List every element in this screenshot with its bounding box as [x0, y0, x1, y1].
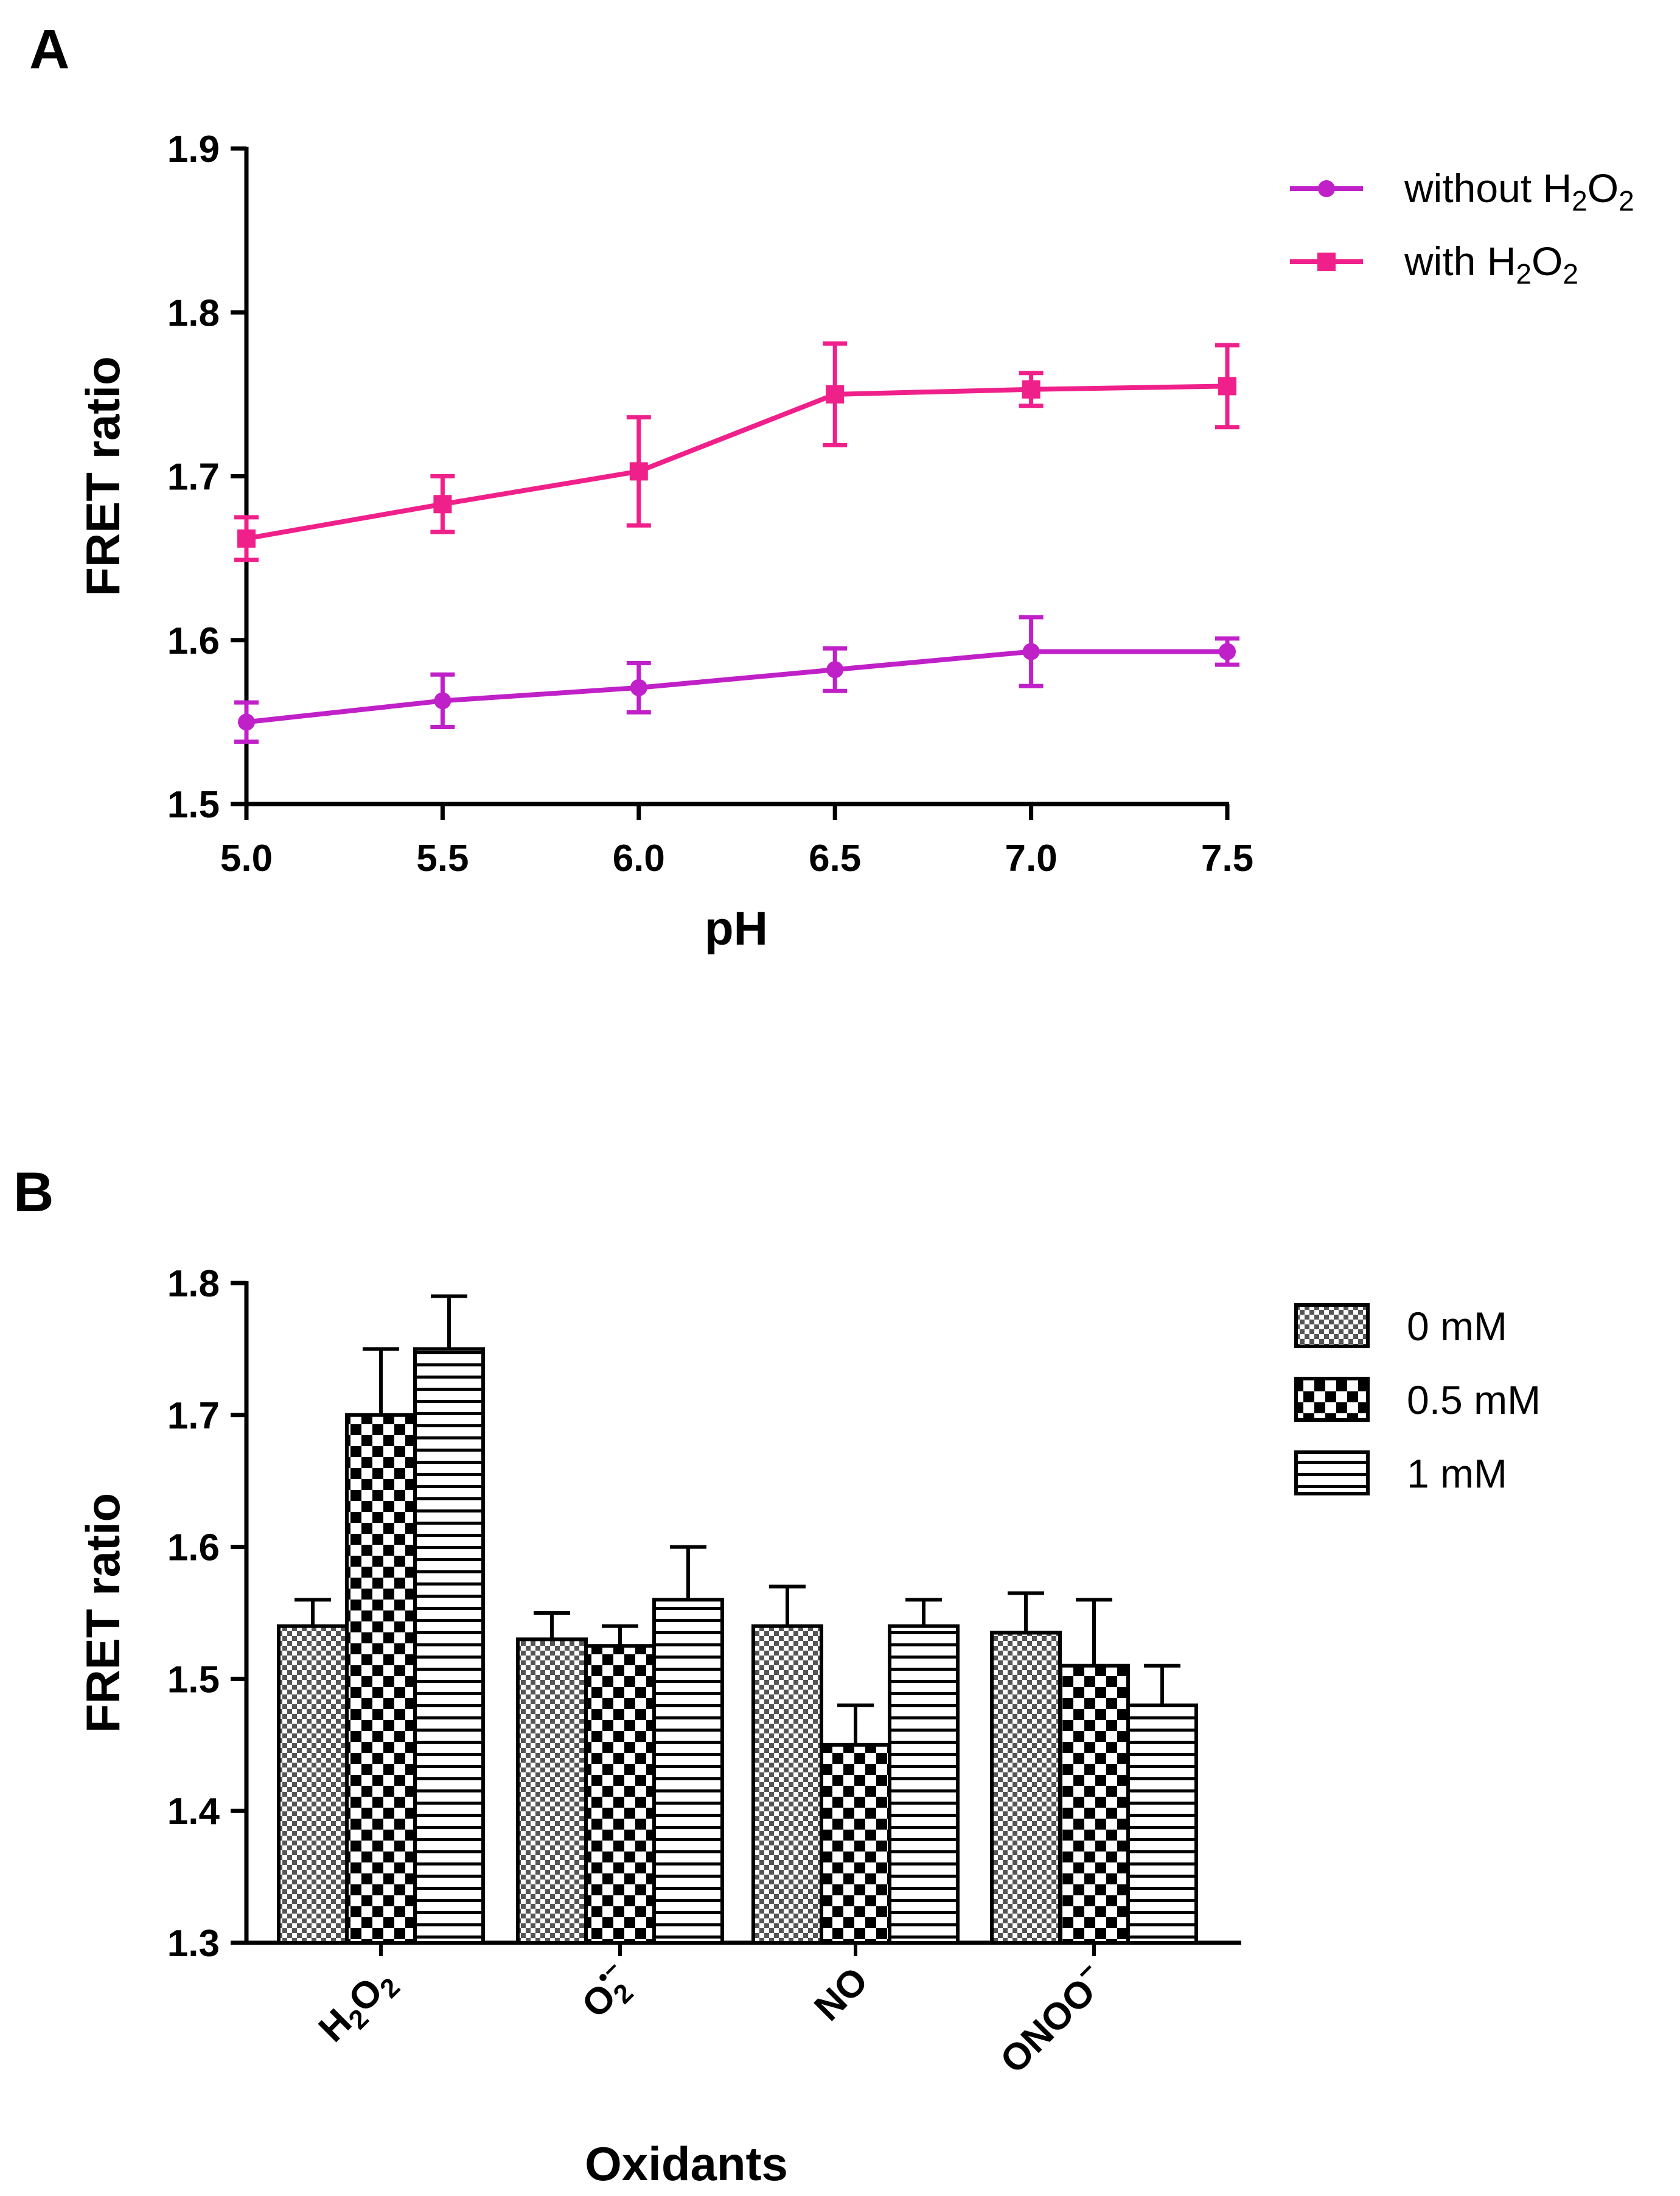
y-tick-label: 1.9	[167, 128, 220, 170]
y-tick-label: 1.8	[167, 292, 220, 334]
y-tick-label: 1.5	[167, 784, 220, 826]
legend-item-3: 1 mM	[1294, 1450, 1507, 1496]
legend-label: 1 mM	[1407, 1451, 1507, 1496]
panel-a: A 1.5 1.6 1.7 1.8 1.9 5.0 5.5 6.0 6.5 7.0 7.5 pH FRET…	[29, 18, 1634, 955]
legend-item-2: with H2O2	[1290, 239, 1578, 290]
bar	[1126, 1703, 1198, 1945]
y-tick-label: 1.3	[167, 1923, 220, 1965]
bar	[345, 1413, 417, 1945]
y-tick-label: 1.7	[167, 456, 220, 498]
panel-letter-b: B	[13, 1161, 54, 1223]
bar	[652, 1598, 724, 1945]
y-tick-label: 1.6	[167, 1527, 220, 1569]
x-tick-label: 6.0	[613, 837, 665, 879]
series-2	[234, 341, 1239, 562]
data-point	[1022, 380, 1040, 399]
legend-item-2: 0.5 mM	[1294, 1377, 1541, 1422]
x-tick-label: H2O2	[311, 1959, 406, 2054]
data-point	[434, 692, 451, 710]
data-point	[237, 529, 256, 548]
x-axis-title: pH	[705, 901, 768, 955]
legend-item-1: without H2O2	[1290, 166, 1634, 217]
legend-label: with H2O2	[1404, 239, 1578, 290]
series-line	[246, 383, 1228, 541]
data-point	[1219, 643, 1236, 660]
x-axis-title: Oxidants	[585, 2137, 788, 2191]
legend-label: without H2O2	[1404, 166, 1634, 217]
panel-letter-a: A	[29, 18, 69, 80]
bar	[277, 1624, 349, 1945]
bar	[751, 1624, 823, 1945]
y-tick-label: 1.4	[167, 1791, 220, 1833]
series-line	[246, 649, 1227, 725]
data-point	[826, 385, 845, 404]
x-tick-label: 7.0	[1005, 837, 1057, 879]
data-point	[1218, 377, 1236, 396]
x-tick-label: NO	[806, 1959, 876, 2029]
legend-label: 0 mM	[1407, 1304, 1507, 1349]
legend-swatch	[1294, 1303, 1370, 1348]
data-point	[238, 713, 255, 731]
bar	[990, 1631, 1062, 1945]
legend-swatch	[1294, 1377, 1370, 1422]
y-axis-title: FRET ratio	[76, 1493, 130, 1733]
data-point	[629, 462, 648, 481]
bar	[516, 1637, 588, 1945]
bar	[888, 1624, 960, 1945]
legend-marker	[1318, 180, 1335, 197]
x-tick-label: O2•−	[570, 1955, 645, 2030]
y-tick-label: 1.6	[167, 620, 220, 662]
x-tick-label: 5.5	[416, 837, 469, 879]
x-tick-label: ONOO−	[988, 1955, 1115, 2082]
y-axis-title: FRET ratio	[76, 356, 130, 596]
data-point	[433, 495, 452, 514]
x-tick-label: 6.5	[809, 837, 861, 879]
legend-marker	[1317, 253, 1336, 271]
bar	[584, 1644, 656, 1945]
series-1	[234, 615, 1239, 744]
y-tick-label: 1.5	[167, 1659, 220, 1701]
data-point	[826, 661, 844, 679]
legend-item-1: 0 mM	[1294, 1303, 1507, 1349]
x-tick-label: 7.5	[1201, 837, 1253, 879]
data-point	[630, 679, 647, 696]
data-point	[1022, 643, 1040, 660]
legend-label: 0.5 mM	[1407, 1377, 1541, 1422]
bar	[820, 1743, 891, 1945]
legend-swatch	[1294, 1450, 1370, 1495]
bar	[1058, 1663, 1130, 1945]
bar	[413, 1347, 485, 1945]
panel-b: B 1.3 1.4 1.5 1.6 1.7 1.8 FRET ratio Oxidants H2O…	[13, 1161, 1541, 2191]
x-tick-label: 5.0	[220, 837, 273, 879]
y-tick-label: 1.7	[167, 1395, 220, 1437]
y-tick-label: 1.8	[167, 1263, 220, 1305]
